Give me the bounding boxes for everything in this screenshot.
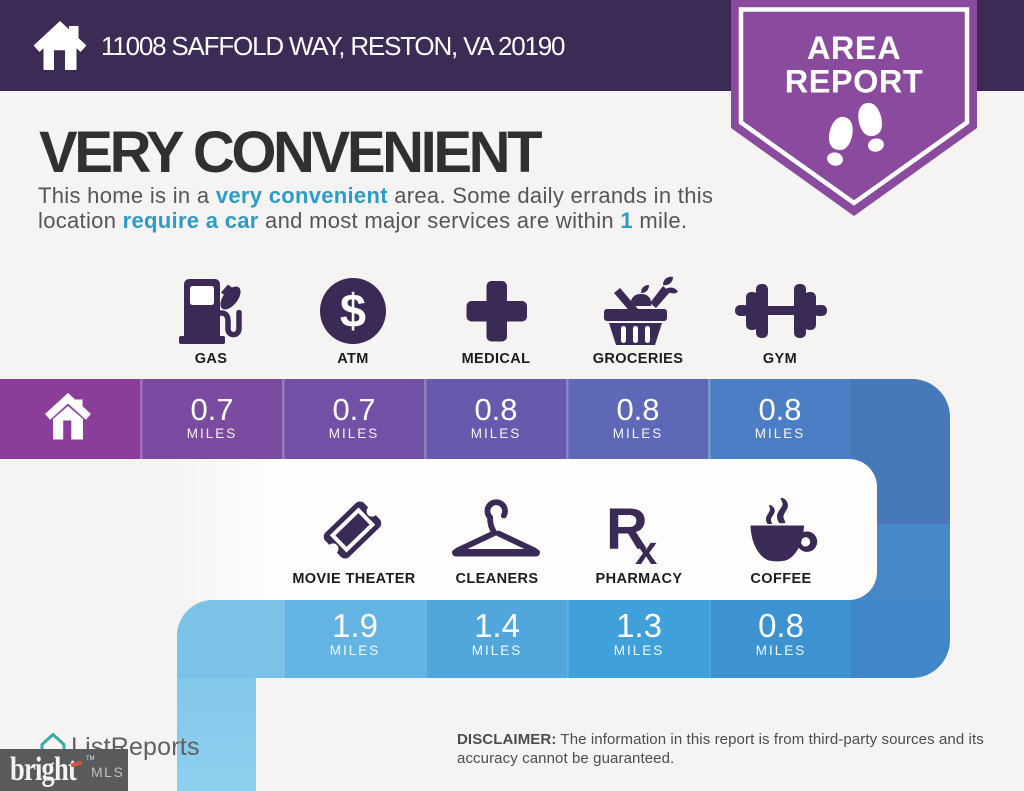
- svg-text:x: x: [635, 529, 657, 573]
- svg-text:$: $: [340, 284, 366, 337]
- svg-text:REPORT: REPORT: [785, 64, 923, 100]
- svg-text:AREA: AREA: [807, 30, 901, 66]
- svg-text:R: R: [606, 497, 647, 562]
